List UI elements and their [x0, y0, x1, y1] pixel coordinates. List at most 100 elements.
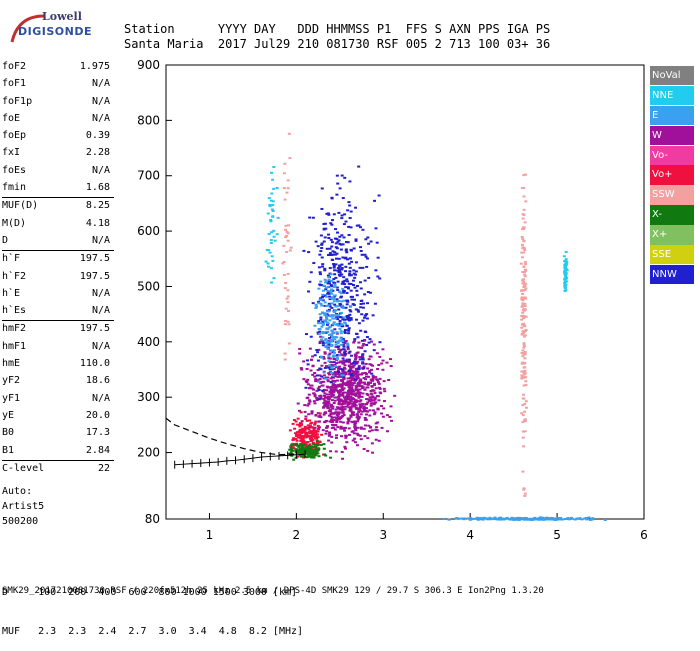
echo-point: [342, 366, 346, 369]
echo-point: [289, 448, 293, 451]
echo-point: [271, 178, 275, 181]
echo-point: [535, 517, 539, 520]
echo-point: [312, 392, 316, 395]
echo-point: [322, 443, 326, 446]
echo-point: [377, 399, 381, 402]
echo-point: [309, 271, 313, 274]
echo-point: [363, 416, 367, 419]
echo-point: [514, 518, 518, 521]
echo-point: [353, 392, 357, 395]
echo-point: [341, 375, 345, 378]
echo-point: [319, 302, 323, 305]
echo-point: [488, 516, 492, 519]
echo-point: [362, 376, 366, 379]
echo-point: [283, 352, 287, 355]
echo-point: [299, 428, 303, 431]
echo-point: [319, 318, 323, 321]
echo-point: [312, 456, 316, 459]
echo-point: [373, 398, 377, 401]
echo-point: [330, 399, 334, 402]
echo-point: [345, 299, 349, 302]
echo-point: [363, 435, 367, 438]
echo-point: [369, 355, 373, 358]
echo-point: [284, 236, 288, 239]
echo-point: [338, 339, 342, 342]
echo-point: [340, 378, 344, 381]
echo-point: [348, 365, 352, 368]
echo-point: [363, 371, 367, 374]
echo-point: [339, 367, 343, 370]
echo-point: [360, 313, 364, 316]
echo-point: [350, 298, 354, 301]
echo-point: [336, 182, 340, 185]
param-label: fxI: [2, 147, 21, 159]
echo-point: [559, 518, 563, 521]
echo-point: [354, 356, 358, 359]
echo-point: [338, 393, 342, 396]
echo-point: [361, 319, 365, 322]
echo-point: [331, 391, 335, 394]
echo-point: [348, 270, 352, 273]
echo-point: [522, 375, 526, 378]
echo-point: [336, 267, 340, 270]
echo-point: [330, 245, 334, 248]
echo-point: [344, 436, 348, 439]
echo-point: [350, 396, 354, 399]
echo-point: [329, 297, 333, 300]
echo-point: [336, 389, 340, 392]
echo-point: [349, 305, 353, 308]
echo-point: [332, 278, 336, 281]
echo-point: [291, 422, 295, 425]
echo-point: [336, 369, 340, 372]
echo-point: [342, 396, 346, 399]
echo-point: [348, 309, 352, 312]
echo-point: [523, 334, 527, 337]
legend-item: Vo+: [650, 165, 694, 185]
echo-point: [292, 437, 296, 440]
echo-point: [340, 403, 344, 406]
echo-point: [563, 283, 567, 286]
echo-point: [352, 340, 356, 343]
echo-point: [337, 348, 341, 351]
legend-item: X-: [650, 205, 694, 225]
echo-point: [300, 420, 304, 423]
echo-point: [329, 338, 333, 341]
echo-point: [332, 338, 336, 341]
echo-point: [331, 332, 335, 335]
echo-point: [563, 260, 567, 263]
param-label: D: [2, 234, 9, 246]
echo-point: [365, 403, 369, 406]
echo-point: [359, 427, 363, 430]
echo-point: [285, 297, 289, 300]
echo-point: [368, 414, 372, 417]
echo-point: [361, 266, 365, 269]
echo-point: [331, 323, 335, 326]
echo-point: [353, 394, 357, 397]
echo-point: [318, 313, 322, 316]
echo-point: [313, 402, 317, 405]
echo-point: [336, 314, 340, 317]
echo-point: [270, 171, 274, 174]
echo-point: [305, 359, 309, 362]
echo-point: [319, 234, 323, 237]
echo-point: [362, 302, 366, 305]
echo-point: [335, 356, 339, 359]
echo-point: [358, 356, 362, 359]
echo-point: [359, 378, 363, 381]
echo-point: [296, 417, 300, 420]
echo-point: [352, 390, 356, 393]
echo-point: [442, 517, 446, 520]
echo-point: [307, 251, 311, 254]
echo-point: [313, 426, 317, 429]
echo-point: [348, 350, 352, 353]
param-label: B0: [2, 427, 15, 439]
echo-point: [522, 247, 526, 250]
y-tick-label: 200: [137, 446, 160, 460]
echo-point: [520, 517, 524, 520]
echo-point: [346, 347, 350, 350]
echo-point: [294, 437, 298, 440]
echo-point: [333, 283, 337, 286]
echo-point: [346, 286, 350, 289]
echo-point: [320, 312, 324, 315]
echo-point: [347, 417, 351, 420]
